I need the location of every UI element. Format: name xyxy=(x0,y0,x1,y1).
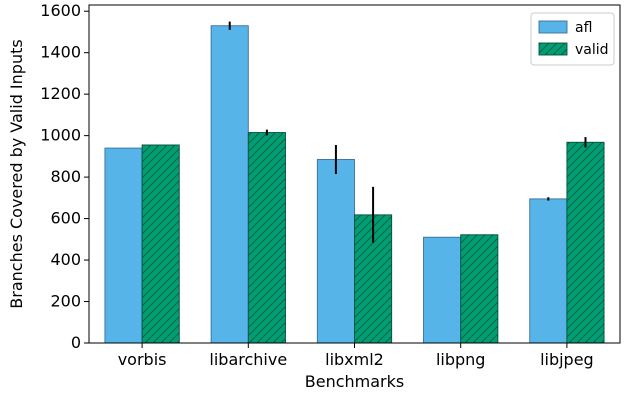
bar-afl-libxml2 xyxy=(316,159,355,344)
bar-valid-libarchive xyxy=(247,132,286,344)
x-axis: vorbis libarchive libxml2 libpng libjpeg xyxy=(118,343,594,369)
x-tick-label-libarchive: libarchive xyxy=(209,350,287,369)
bar-afl-vorbis xyxy=(104,147,143,344)
y-tick-label: 1400 xyxy=(40,43,81,62)
x-tick-label-libxml2: libxml2 xyxy=(325,350,384,369)
bar-afl-libjpeg xyxy=(529,198,568,344)
bars-layer xyxy=(104,25,605,344)
bar-valid-vorbis xyxy=(141,144,180,344)
y-tick-label: 1200 xyxy=(40,84,81,103)
x-tick-label-libpng: libpng xyxy=(436,350,486,369)
y-tick-label: 200 xyxy=(50,292,81,311)
y-tick-label: 1000 xyxy=(40,126,81,145)
y-tick-label: 400 xyxy=(50,250,81,269)
x-tick-label-libjpeg: libjpeg xyxy=(540,350,594,369)
y-tick-label: 0 xyxy=(71,333,81,352)
error-bars-layer xyxy=(228,21,587,243)
legend-label-afl: afl xyxy=(575,20,592,36)
legend-swatch-afl xyxy=(538,20,568,34)
y-tick-label: 1600 xyxy=(40,1,81,20)
bar-valid-libjpeg xyxy=(566,141,605,344)
y-axis-title: Branches Covered by Valid Inputs xyxy=(7,39,26,308)
y-axis: 0 200 400 600 800 1000 1200 1400 1600 xyxy=(40,1,89,352)
x-axis-title: Benchmarks xyxy=(305,372,404,391)
y-tick-label: 800 xyxy=(50,167,81,186)
legend: afl valid xyxy=(530,12,615,66)
bar-afl-libpng xyxy=(423,236,462,344)
x-tick-label-vorbis: vorbis xyxy=(118,350,167,369)
legend-label-valid: valid xyxy=(575,42,609,58)
bar-valid-libpng xyxy=(460,234,499,344)
y-tick-label: 600 xyxy=(50,209,81,228)
legend-swatch-valid xyxy=(538,42,568,56)
bar-afl-libarchive xyxy=(210,25,249,344)
